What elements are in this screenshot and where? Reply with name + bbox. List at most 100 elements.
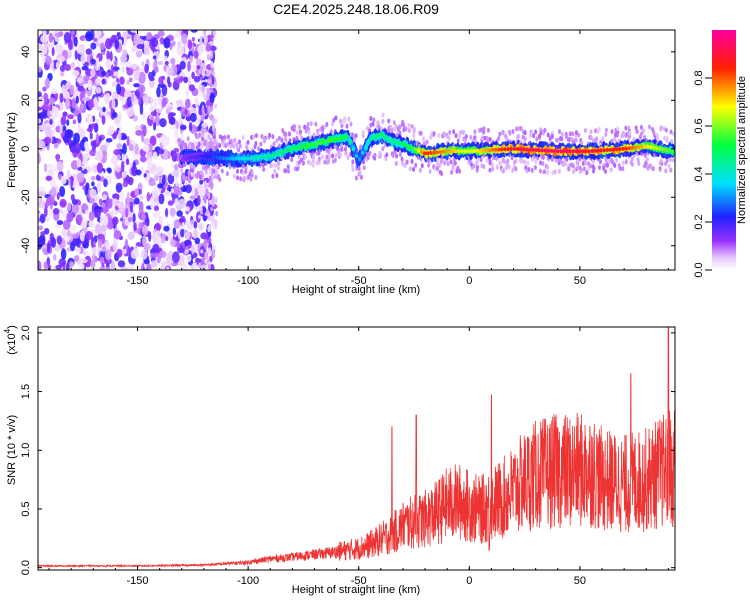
spectrogram-cell [105, 249, 112, 261]
spectrogram-cell [295, 166, 299, 172]
spectrogram-cell [160, 238, 166, 244]
spectrogram-peak [308, 142, 312, 147]
spectrogram-cell [189, 55, 193, 64]
spectrogram-cell [511, 168, 515, 174]
spectrogram-cell [66, 119, 70, 126]
spectrogram-cell [158, 177, 163, 186]
spectrogram-cell [187, 170, 191, 176]
spectrogram-cell [469, 161, 473, 167]
spectrogram-cell [664, 168, 668, 174]
spectrogram-cell [462, 129, 466, 135]
spectrogram-cell [67, 114, 74, 120]
spectrogram-cell [65, 98, 70, 110]
spectrogram-cell [163, 37, 171, 49]
spectrogram-cell [452, 129, 456, 135]
spectrogram-cell [77, 77, 84, 84]
spectrogram-cell [112, 131, 117, 140]
spectrogram-cell [96, 162, 104, 174]
spectrogram-cell [495, 155, 499, 161]
spectrogram-cell [207, 104, 211, 115]
spectrogram-cell [410, 123, 414, 129]
spectrogram-cell [204, 180, 208, 189]
spectrogram-peak [209, 154, 213, 159]
spectrogram-cell [85, 182, 90, 191]
spectrogram-peak [305, 143, 309, 148]
spectrogram-peak [234, 156, 238, 161]
spectrogram-cell [87, 79, 93, 92]
spectrogram-x-label: Height of straight line (km) [292, 284, 420, 296]
spectrogram-cell [176, 44, 185, 56]
spectrogram-cell [302, 150, 306, 156]
spectrogram-cell [102, 206, 108, 215]
spectrogram-cell [188, 84, 196, 92]
spectrogram-cell [126, 135, 130, 147]
spectrogram-peak [500, 147, 504, 152]
spectrogram-cell [104, 93, 111, 105]
y-tick-label: -40 [20, 238, 32, 254]
spectrogram-peak [258, 155, 263, 160]
spectrogram-cell [295, 130, 299, 136]
spectrogram-cell [90, 123, 96, 129]
spectrogram-cell [541, 161, 545, 167]
spectrogram-cell [165, 207, 169, 218]
spectrogram-cell [193, 97, 198, 104]
spectrogram-peak [262, 154, 266, 159]
spectrogram-cell [395, 153, 399, 159]
spectrogram-cell [44, 42, 48, 55]
spectrogram-peak [447, 149, 451, 154]
spectrogram-cell [207, 211, 211, 221]
spectrogram-peak [534, 148, 538, 153]
spectrogram-cell [135, 50, 143, 58]
spectrogram-cell [135, 129, 143, 136]
spectrogram-cell [272, 141, 276, 147]
spectrogram-peak [283, 149, 287, 154]
spectrogram-cell [271, 134, 275, 140]
spectrogram-cell [183, 142, 187, 148]
spectrogram-cell [141, 35, 148, 41]
spectrogram-peak [231, 156, 235, 161]
snr-scale-suffix: ) [6, 325, 18, 329]
spectrogram-cell [178, 218, 185, 223]
spectrogram-cell [447, 135, 451, 141]
spectrogram-cell [510, 155, 514, 161]
spectrogram-cell [384, 156, 388, 162]
spectrogram-cell [197, 44, 205, 56]
spectrogram-cell [249, 168, 253, 174]
spectrogram-cell [226, 134, 230, 140]
spectrogram-cell [75, 214, 83, 225]
spectrogram-peak [615, 147, 619, 152]
spectrogram-peak [463, 149, 467, 154]
spectrogram-cell [77, 85, 85, 92]
spectrogram-peak [484, 148, 489, 153]
spectrogram-cell [167, 76, 171, 85]
spectrogram-cell [116, 154, 121, 161]
spectrogram-cell [133, 83, 140, 88]
spectrogram-cell [284, 168, 288, 174]
spectrogram-cell [210, 50, 214, 59]
spectrogram-cell [158, 215, 163, 225]
spectrogram-peak [655, 146, 659, 151]
spectrogram-cell [209, 263, 215, 270]
spectrogram-cell [47, 109, 51, 118]
y-tick-label: 0.5 [20, 501, 32, 516]
spectrogram-cell [212, 134, 216, 140]
spectrogram-cell [55, 264, 62, 270]
spectrogram-cell [613, 162, 617, 168]
spectrogram-peak [429, 151, 433, 156]
spectrogram-cell [315, 150, 319, 156]
spectrogram-cell [208, 175, 212, 181]
spectrogram-cell [124, 238, 129, 251]
spectrogram-cell [70, 62, 76, 68]
spectrogram-cell [220, 168, 224, 174]
spectrogram-cell [637, 160, 641, 166]
spectrogram-cell [68, 137, 72, 146]
spectrogram-cell [119, 95, 124, 102]
spectrogram-cell [126, 79, 131, 85]
spectrogram-cell [639, 124, 643, 130]
spectrogram-cell [271, 162, 275, 168]
spectrogram-cell [100, 51, 106, 56]
spectrogram-cell [140, 86, 144, 98]
spectrogram-peak [649, 145, 653, 150]
spectrogram-cell [134, 169, 142, 176]
spectrogram-peak [667, 148, 671, 153]
